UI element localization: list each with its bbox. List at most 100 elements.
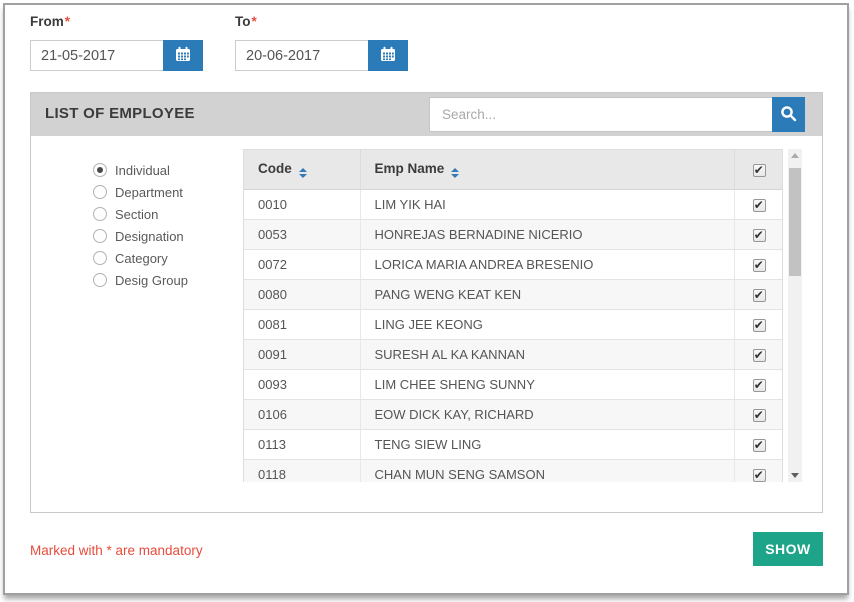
row-checkbox[interactable] xyxy=(752,408,766,422)
table-row[interactable]: 0113 TENG SIEW LING xyxy=(244,429,782,460)
employee-code-cell: 0118 xyxy=(244,459,361,482)
filter-mode-option[interactable]: Category xyxy=(93,247,188,269)
employee-code-cell: 0053 xyxy=(244,219,361,250)
employee-table-container: Code Emp Name 0010 LIM YIK HAI xyxy=(243,149,783,482)
scrollbar-thumb[interactable] xyxy=(789,168,801,276)
employee-select-cell xyxy=(734,249,782,280)
employee-code-cell: 0091 xyxy=(244,339,361,370)
employee-name-cell: EOW DICK KAY, RICHARD xyxy=(360,399,735,430)
filter-mode-option[interactable]: Individual xyxy=(93,159,188,181)
radio-icon xyxy=(93,229,107,243)
from-date-group xyxy=(30,40,203,71)
row-checkbox[interactable] xyxy=(752,438,766,452)
employee-select-cell xyxy=(734,429,782,460)
search-group xyxy=(429,97,805,132)
employee-select-cell xyxy=(734,279,782,310)
radio-icon xyxy=(93,207,107,221)
scroll-up-arrow[interactable] xyxy=(788,149,802,162)
employee-code-cell: 0113 xyxy=(244,429,361,460)
employee-table-body: 0010 LIM YIK HAI 0053 HONREJAS BERNADINE… xyxy=(244,189,782,482)
filter-mode-option[interactable]: Designation xyxy=(93,225,188,247)
employee-name-cell: CHAN MUN SENG SAMSON xyxy=(360,459,735,482)
table-row[interactable]: 0010 LIM YIK HAI xyxy=(244,189,782,220)
filter-mode-list: Individual Department Section Designatio… xyxy=(93,159,188,291)
table-row[interactable]: 0091 SURESH AL KA KANNAN xyxy=(244,339,782,370)
radio-icon xyxy=(93,251,107,265)
panel-header: LIST OF EMPLOYEE xyxy=(31,93,822,136)
employee-code-cell: 0093 xyxy=(244,369,361,400)
employee-name-cell: LORICA MARIA ANDREA BRESENIO xyxy=(360,249,735,280)
search-button[interactable] xyxy=(772,97,805,132)
to-calendar-button[interactable] xyxy=(368,40,408,71)
calendar-icon xyxy=(175,46,191,65)
to-date-group xyxy=(235,40,408,71)
scroll-down-arrow[interactable] xyxy=(788,469,802,482)
employee-select-cell xyxy=(734,219,782,250)
to-date-input[interactable] xyxy=(235,40,368,71)
filter-mode-label: Section xyxy=(115,206,159,222)
panel-title: LIST OF EMPLOYEE xyxy=(45,105,195,122)
column-header-select-all xyxy=(734,150,782,190)
to-label: To* xyxy=(235,14,257,29)
table-row[interactable]: 0072 LORICA MARIA ANDREA BRESENIO xyxy=(244,249,782,280)
sort-icon xyxy=(298,167,307,178)
employee-name-cell: LIM CHEE SHENG SUNNY xyxy=(360,369,735,400)
from-date-input[interactable] xyxy=(30,40,163,71)
employee-select-cell xyxy=(734,399,782,430)
employee-name-cell: SURESH AL KA KANNAN xyxy=(360,339,735,370)
employee-code-cell: 0010 xyxy=(244,189,361,220)
from-calendar-button[interactable] xyxy=(163,40,203,71)
table-row[interactable]: 0106 EOW DICK KAY, RICHARD xyxy=(244,399,782,430)
table-row[interactable]: 0080 PANG WENG KEAT KEN xyxy=(244,279,782,310)
from-label: From* xyxy=(30,14,70,29)
employee-select-cell xyxy=(734,189,782,220)
employee-select-cell xyxy=(734,369,782,400)
row-checkbox[interactable] xyxy=(752,228,766,242)
row-checkbox[interactable] xyxy=(752,318,766,332)
table-row[interactable]: 0118 CHAN MUN SENG SAMSON xyxy=(244,459,782,482)
row-checkbox[interactable] xyxy=(752,198,766,212)
row-checkbox[interactable] xyxy=(752,378,766,392)
from-label-text: From xyxy=(30,14,64,29)
employee-name-cell: HONREJAS BERNADINE NICERIO xyxy=(360,219,735,250)
radio-icon xyxy=(93,273,107,287)
employee-select-cell xyxy=(734,459,782,482)
employee-code-cell: 0106 xyxy=(244,399,361,430)
filter-mode-option[interactable]: Section xyxy=(93,203,188,225)
employee-name-cell: LING JEE KEONG xyxy=(360,309,735,340)
employee-list-panel: LIST OF EMPLOYEE Individual xyxy=(30,92,823,513)
employee-table: Code Emp Name 0010 LIM YIK HAI xyxy=(244,150,782,482)
window-frame: From* xyxy=(3,3,849,595)
table-row[interactable]: 0081 LING JEE KEONG xyxy=(244,309,782,340)
employee-code-cell: 0080 xyxy=(244,279,361,310)
employee-code-cell: 0072 xyxy=(244,249,361,280)
table-row[interactable]: 0093 LIM CHEE SHENG SUNNY xyxy=(244,369,782,400)
search-icon xyxy=(780,105,797,125)
filter-mode-label: Department xyxy=(115,184,183,200)
employee-name-cell: PANG WENG KEAT KEN xyxy=(360,279,735,310)
radio-icon xyxy=(93,185,107,199)
calendar-icon xyxy=(380,46,396,65)
radio-icon xyxy=(93,163,107,177)
employee-select-cell xyxy=(734,339,782,370)
filter-mode-option[interactable]: Department xyxy=(93,181,188,203)
row-checkbox[interactable] xyxy=(752,288,766,302)
select-all-checkbox[interactable] xyxy=(752,163,766,177)
code-header-label: Code xyxy=(258,160,292,176)
row-checkbox[interactable] xyxy=(752,468,766,482)
show-button[interactable]: SHOW xyxy=(753,532,823,566)
filter-mode-label: Individual xyxy=(115,162,170,178)
filter-mode-option[interactable]: Desig Group xyxy=(93,269,188,291)
column-header-code[interactable]: Code xyxy=(244,150,361,190)
row-checkbox[interactable] xyxy=(752,348,766,362)
from-required-asterisk: * xyxy=(64,14,71,29)
filter-mode-label: Desig Group xyxy=(115,272,188,288)
table-row[interactable]: 0053 HONREJAS BERNADINE NICERIO xyxy=(244,219,782,250)
row-checkbox[interactable] xyxy=(752,258,766,272)
column-header-emp-name[interactable]: Emp Name xyxy=(360,150,735,190)
search-input[interactable] xyxy=(429,97,772,132)
employee-code-cell: 0081 xyxy=(244,309,361,340)
filter-mode-label: Designation xyxy=(115,228,184,244)
table-scrollbar xyxy=(788,149,802,482)
